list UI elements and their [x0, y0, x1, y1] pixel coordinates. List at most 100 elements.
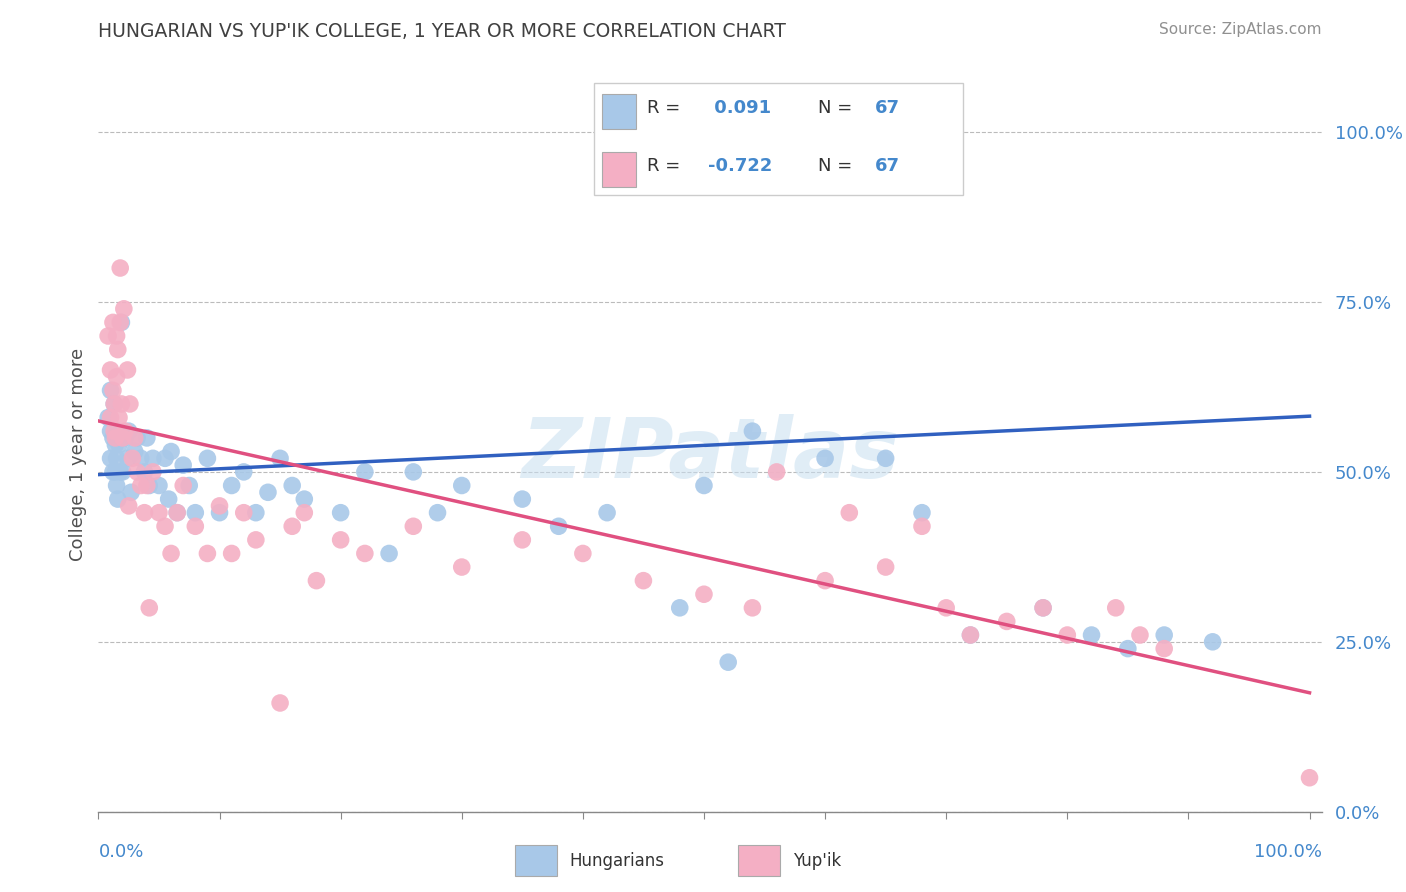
Point [184, 519, 207, 533]
Point [741, 424, 763, 438]
Point [148, 478, 170, 492]
Point [148, 506, 170, 520]
Point [354, 546, 377, 560]
Point [120, 485, 142, 500]
Point [1129, 628, 1152, 642]
Point [104, 431, 127, 445]
Point [269, 451, 291, 466]
Point [354, 465, 377, 479]
Point [179, 478, 201, 492]
Point [110, 397, 132, 411]
Point [717, 655, 740, 669]
Point [232, 465, 254, 479]
Point [292, 492, 315, 507]
Point [117, 451, 139, 466]
Point [378, 546, 401, 560]
Point [232, 506, 254, 520]
Bar [602, 95, 636, 129]
Point [693, 478, 716, 492]
Point [153, 519, 176, 533]
Point [101, 315, 124, 329]
Bar [602, 153, 636, 187]
Point [117, 363, 139, 377]
Point [221, 478, 243, 492]
Text: N =: N = [818, 157, 858, 175]
Point [134, 465, 156, 479]
Point [118, 499, 141, 513]
Point [166, 506, 188, 520]
Point [108, 438, 131, 452]
Point [305, 574, 328, 588]
Point [633, 574, 655, 588]
Point [257, 485, 280, 500]
Point [875, 451, 897, 466]
Point [160, 546, 183, 560]
Point [450, 560, 472, 574]
Point [114, 424, 136, 438]
Point [101, 384, 124, 398]
Point [129, 478, 152, 492]
Point [269, 696, 291, 710]
Point [157, 492, 180, 507]
Point [765, 465, 787, 479]
Point [108, 410, 131, 425]
Text: 0.091: 0.091 [709, 99, 772, 117]
Point [105, 329, 128, 343]
Point [110, 315, 132, 329]
Point [402, 465, 425, 479]
Point [935, 600, 957, 615]
Point [245, 533, 267, 547]
Text: 100.0%: 100.0% [1254, 843, 1322, 861]
Point [111, 465, 134, 479]
Point [97, 329, 120, 343]
Point [111, 431, 134, 445]
Point [1153, 641, 1175, 656]
Point [138, 478, 160, 492]
Point [959, 628, 981, 642]
Point [129, 451, 152, 466]
Point [105, 369, 128, 384]
Point [134, 506, 156, 520]
Point [172, 478, 194, 492]
Point [112, 301, 135, 316]
Point [450, 478, 472, 492]
Point [100, 384, 122, 398]
Point [814, 574, 837, 588]
Point [245, 506, 267, 520]
Text: N =: N = [818, 99, 858, 117]
Point [110, 260, 132, 275]
Point [103, 397, 125, 411]
Point [510, 533, 533, 547]
Point [1080, 628, 1102, 642]
Point [100, 424, 122, 438]
Point [426, 506, 449, 520]
Point [100, 363, 122, 377]
Point [1056, 628, 1078, 642]
Point [572, 546, 595, 560]
Text: ZIPatlas: ZIPatlas [522, 415, 898, 495]
Point [221, 546, 243, 560]
Point [329, 506, 352, 520]
Point [208, 506, 231, 520]
Text: 67: 67 [875, 157, 900, 175]
Text: 0.0%: 0.0% [98, 843, 143, 861]
Point [114, 431, 136, 445]
Point [142, 465, 165, 479]
Point [101, 431, 124, 445]
Point [124, 444, 146, 458]
Point [292, 506, 315, 520]
Bar [515, 846, 557, 876]
Point [142, 451, 165, 466]
Point [138, 600, 160, 615]
Point [959, 628, 981, 642]
Point [153, 451, 176, 466]
Point [105, 478, 128, 492]
Point [103, 424, 125, 438]
Point [104, 465, 127, 479]
Bar [738, 846, 780, 876]
Text: -0.722: -0.722 [709, 157, 772, 175]
Point [547, 519, 569, 533]
Point [107, 424, 129, 438]
Point [135, 478, 157, 492]
Point [329, 533, 352, 547]
